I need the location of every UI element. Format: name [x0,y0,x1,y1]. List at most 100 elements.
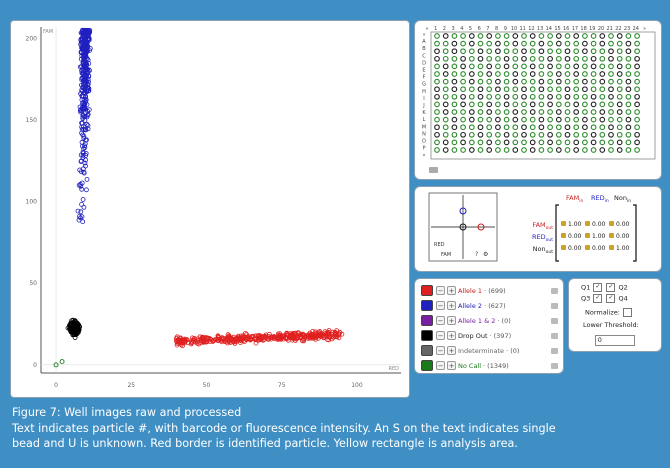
plate-well[interactable] [590,33,597,39]
plate-well[interactable] [590,55,597,62]
plate-well[interactable] [538,139,545,146]
plate-well[interactable] [512,71,519,77]
plate-row-header[interactable]: K [422,110,426,116]
plate-well[interactable] [547,124,553,131]
legend-color-swatch[interactable] [421,345,433,356]
plate-well[interactable] [434,101,440,108]
plate-well[interactable] [529,71,536,77]
plate-well[interactable] [495,116,501,123]
plate-well[interactable] [547,101,553,108]
plate-well[interactable] [434,71,440,77]
plate-well[interactable] [434,33,440,39]
plate-well[interactable] [599,124,606,131]
plate-column-header[interactable]: » [643,26,646,32]
plate-column-header[interactable]: 6 [478,26,481,32]
plate-well[interactable] [512,78,519,85]
plate-well[interactable] [460,86,466,93]
plate-well[interactable] [468,48,475,55]
plate-well[interactable] [512,131,519,138]
legend-minus-button[interactable]: − [436,346,445,355]
plate-well[interactable] [477,71,484,77]
legend-plus-button[interactable]: + [447,331,456,340]
plate-well[interactable] [582,71,588,77]
plate-well[interactable] [451,109,458,115]
plate-well[interactable] [608,78,614,85]
plate-well[interactable] [460,109,466,115]
plate-well[interactable] [495,33,501,39]
plate-well[interactable] [451,40,458,47]
plate-well[interactable] [486,139,493,146]
plate-row-header[interactable]: I [423,96,424,102]
plate-well[interactable] [634,48,640,55]
plate-well[interactable] [582,63,588,70]
plate-well[interactable] [582,55,588,62]
plate-well[interactable] [547,109,553,115]
lock-icon[interactable] [551,333,558,339]
plate-well[interactable] [625,78,632,85]
plate-well[interactable] [521,93,527,100]
legend-plus-button[interactable]: + [447,286,456,295]
plate-well[interactable] [564,86,571,93]
plate-well[interactable] [547,139,553,146]
plate-well[interactable] [573,55,580,62]
plate-well[interactable] [495,86,501,93]
plate-well[interactable] [582,40,588,47]
plate-well[interactable] [625,33,632,39]
legend-color-swatch[interactable] [421,315,433,326]
plate-well[interactable] [477,78,484,85]
plate-well[interactable] [547,55,553,62]
plate-well[interactable] [460,78,466,85]
plate-well[interactable] [564,147,571,153]
matrix-lock-icon[interactable] [585,221,590,226]
plate-well[interactable] [495,139,501,146]
plate-well[interactable] [590,131,597,138]
plate-well[interactable] [634,109,640,115]
plate-column-header[interactable]: 15 [554,26,560,32]
plate-well[interactable] [608,33,614,39]
plate-well[interactable] [442,101,449,108]
plate-well[interactable] [590,71,597,77]
legend-minus-button[interactable]: − [436,286,445,295]
plate-well[interactable] [521,48,527,55]
plate-well[interactable] [495,78,501,85]
plate-column-header[interactable]: 10 [511,26,517,32]
plate-well[interactable] [460,124,466,131]
plate-well[interactable] [477,139,484,146]
plate-column-header[interactable]: 9 [504,26,507,32]
plate-well[interactable] [486,93,493,100]
plate-well[interactable] [625,147,632,153]
plate-well[interactable] [486,147,493,153]
plate-well[interactable] [616,116,623,123]
plate-well[interactable] [573,63,580,70]
plate-well[interactable] [564,101,571,108]
plate-well[interactable] [477,55,484,62]
plate-well[interactable] [442,48,449,55]
plate-well[interactable] [512,86,519,93]
plate-well[interactable] [477,116,484,123]
plate-well[interactable] [616,147,623,153]
plate-well[interactable] [634,55,640,62]
plate-well[interactable] [521,124,527,131]
plate-well[interactable] [608,55,614,62]
plate-well[interactable] [468,139,475,146]
plate-well[interactable] [564,55,571,62]
plate-well[interactable] [529,131,536,138]
plate-well[interactable] [582,78,588,85]
scatter-plot[interactable]: 0 25 50 75 100 0 50 100 150 200 FAM RED [11,21,409,397]
plate-well[interactable] [616,48,623,55]
plate-well[interactable] [599,78,606,85]
plate-well[interactable] [529,109,536,115]
lock-icon[interactable] [551,363,558,369]
plate-well[interactable] [538,131,545,138]
plate-well[interactable] [582,131,588,138]
plate-well[interactable] [529,55,536,62]
plate-well[interactable] [634,86,640,93]
plate-well[interactable] [434,40,440,47]
plate-well[interactable] [486,101,493,108]
plate-well[interactable] [442,55,449,62]
quadrant-diagram[interactable]: RED FAM ? ⚙ [428,192,498,262]
plate-well[interactable] [616,86,623,93]
plate-well[interactable] [434,78,440,85]
plate-well[interactable] [434,93,440,100]
plate-column-header[interactable]: 5 [469,26,472,32]
